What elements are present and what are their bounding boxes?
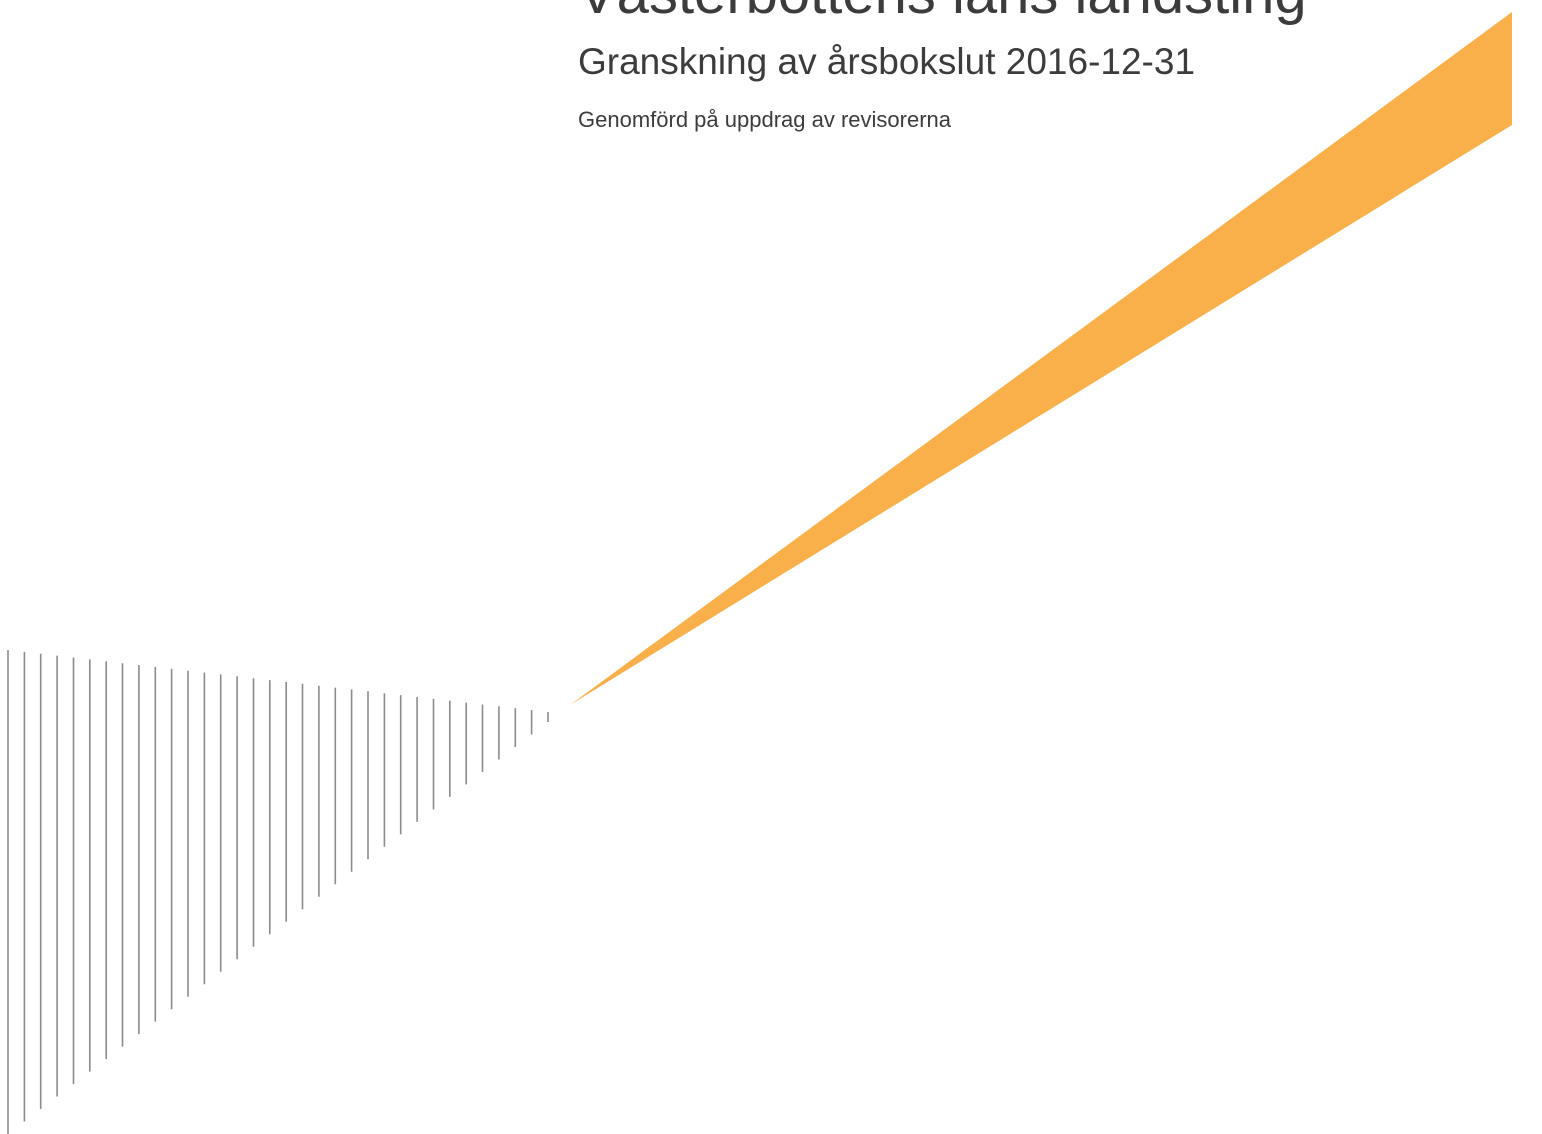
orange-beam (570, 12, 1512, 705)
page-subtitle: Granskning av årsbokslut 2016-12-31 (578, 41, 1196, 82)
page-title: Västerbottens läns landsting (578, 0, 1498, 28)
title-block: Västerbottens läns landsting Granskning … (578, 0, 1498, 134)
perspective-stripes (7, 650, 549, 1134)
page-byline: Genomförd på uppdrag av revisorerna (578, 107, 951, 132)
